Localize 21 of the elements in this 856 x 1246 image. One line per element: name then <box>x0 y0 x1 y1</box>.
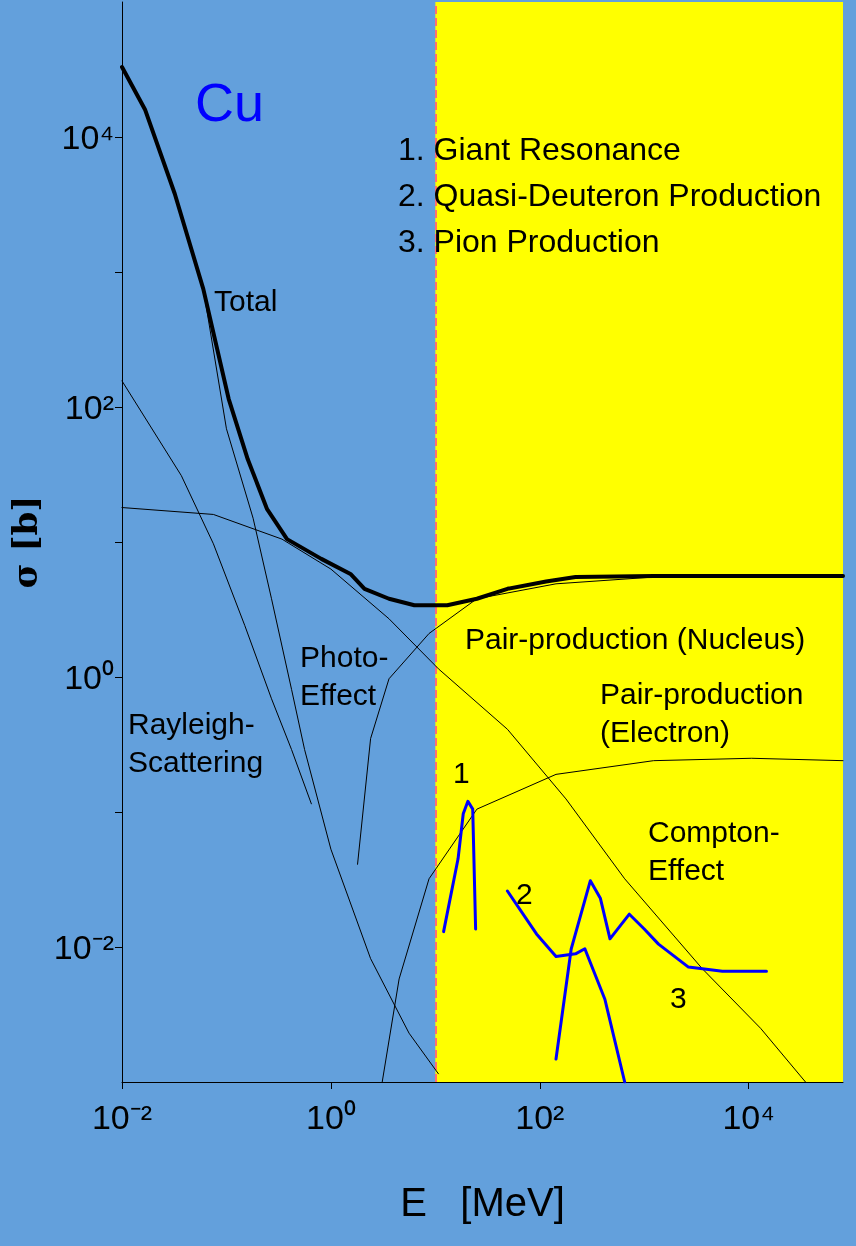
annotation: Pair-production (Nucleus) <box>465 621 806 655</box>
annotation: 2 <box>516 876 533 910</box>
annotation: Pair-production (Electron) <box>600 676 804 748</box>
annotation: Rayleigh- Scattering <box>128 706 264 778</box>
x-tick-label: 10⁴ <box>722 1098 775 1136</box>
text: Cu <box>195 72 265 132</box>
x-tick-label: 10⁰ <box>305 1098 356 1136</box>
annotation: Total <box>214 283 278 317</box>
x-tick-label: 10² <box>515 1098 565 1136</box>
y-tick-label: 10⁴ <box>61 118 114 156</box>
annotation: 3 <box>670 980 687 1014</box>
y-tick-label: 10⁻² <box>53 928 114 966</box>
y-tick-label: 10² <box>64 388 114 426</box>
annotation: Photo- Effect <box>300 639 389 711</box>
x-tick-label: 10⁻² <box>91 1098 153 1136</box>
annotation: Compton- Effect <box>648 814 780 886</box>
y-axis-title: σ [b] <box>5 495 45 589</box>
y-tick-label: 10⁰ <box>64 658 114 696</box>
annotation: 1. Giant Resonance 2. Quasi-Deuteron Production 3. Pion Production <box>398 131 822 259</box>
x-axis-title: E [MeV] <box>400 1180 565 1224</box>
annotation: 1 <box>453 755 470 789</box>
